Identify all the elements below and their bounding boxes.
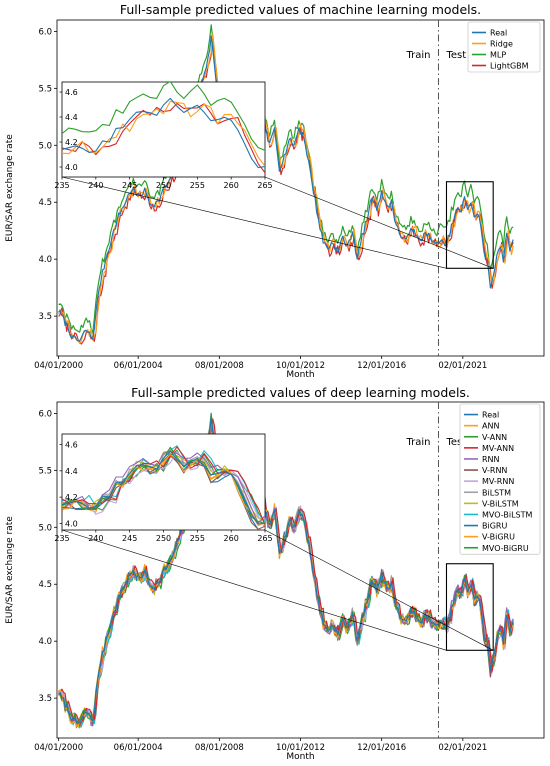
y-tick-label: 4.5 <box>38 580 52 590</box>
train-label: Train <box>405 50 430 61</box>
y-axis-label: EUR/SAR exchange rate <box>5 516 15 624</box>
legend-label: Ridge <box>490 40 513 49</box>
x-tick-label: 12/01/2016 <box>357 743 406 753</box>
inset-series-line-real <box>62 97 265 169</box>
inset-y-tick-label: 4.0 <box>65 163 78 172</box>
x-tick-label: 08/01/2008 <box>195 743 244 753</box>
legend-label: V-BiGRU <box>482 533 515 542</box>
inset-x-tick-label: 255 <box>190 181 205 190</box>
zoom-connector <box>61 529 447 651</box>
y-tick-label: 3.5 <box>38 694 52 704</box>
zoom-connector <box>264 176 494 269</box>
inset-x-tick-label: 235 <box>54 534 69 543</box>
x-tick-label: 06/01/2004 <box>114 361 163 371</box>
x-tick-label: 12/01/2016 <box>357 361 406 371</box>
series-line-real <box>58 35 514 342</box>
inset-x-tick-label: 250 <box>156 534 171 543</box>
x-tick-label: 02/01/2021 <box>438 361 487 371</box>
x-tick-label: 08/01/2008 <box>195 361 244 371</box>
inset-y-tick-label: 4.6 <box>65 88 78 97</box>
x-axis-label: Month <box>286 752 314 762</box>
test-label: Test <box>445 50 466 61</box>
inset-y-tick-label: 4.6 <box>65 441 78 450</box>
inset-series-line-mlp <box>62 82 265 152</box>
legend-label: LightGBM <box>490 62 529 71</box>
ml-models-chart: Full-sample predicted values of machine … <box>5 2 545 380</box>
train-label: Train <box>405 437 430 448</box>
inset-series-group <box>62 445 265 530</box>
x-tick-label: 02/01/2021 <box>438 743 487 753</box>
y-tick-label: 5.5 <box>38 84 52 94</box>
inset-y-tick-label: 4.4 <box>65 113 78 122</box>
x-tick-label: 04/01/2000 <box>34 361 83 371</box>
inset-x-tick-label: 260 <box>224 534 239 543</box>
legend-label: V-BiLSTM <box>482 499 519 508</box>
x-axis-label: Month <box>286 370 314 380</box>
series-line-mlp <box>58 24 514 334</box>
inset-x-tick-label: 240 <box>88 181 103 190</box>
y-axis-label: EUR/SAR exchange rate <box>5 134 15 242</box>
y-tick-label: 4.0 <box>38 255 52 265</box>
legend-label: MV-RNN <box>482 477 514 486</box>
legend-label: RNN <box>482 455 500 464</box>
inset-plot-area <box>61 81 266 178</box>
inset-series-line-ann <box>62 454 265 526</box>
y-tick-label: 5.0 <box>38 141 52 151</box>
inset-series-line-real <box>62 450 265 525</box>
x-tick-label: 10/01/2012 <box>276 361 325 371</box>
inset-x-tick-label: 265 <box>257 534 272 543</box>
y-tick-label: 5.0 <box>38 523 52 533</box>
inset-y-tick-label: 4.4 <box>65 467 78 476</box>
chart-title: Full-sample predicted values of deep lea… <box>131 385 470 400</box>
x-tick-label: 04/01/2000 <box>34 743 83 753</box>
legend-label: MLP <box>490 51 506 60</box>
legend-box <box>459 403 541 555</box>
inset-x-tick-label: 260 <box>224 181 239 190</box>
inset-x-tick-label: 245 <box>122 181 137 190</box>
dl-models-chart: Full-sample predicted values of deep lea… <box>5 385 545 762</box>
test-label: Test <box>445 437 466 448</box>
inset-series-line-lightgbm <box>62 102 265 174</box>
inset-series-group <box>62 82 265 174</box>
y-tick-label: 6.0 <box>38 409 52 419</box>
inset-series-line-mv-ann <box>62 446 265 526</box>
legend-label: V-ANN <box>482 433 507 442</box>
chart-title: Full-sample predicted values of machine … <box>120 2 481 17</box>
zoom-region-box <box>445 181 494 269</box>
legend-label: ANN <box>482 422 499 431</box>
legend-label: V-RNN <box>482 466 507 475</box>
legend-label: BiLSTM <box>482 488 511 497</box>
inset-y-tick-label: 4.2 <box>65 138 78 147</box>
inset-y-tick-label: 4.2 <box>65 493 78 502</box>
y-tick-label: 4.5 <box>38 198 52 208</box>
zoom-connector <box>61 176 447 269</box>
inset-x-tick-label: 235 <box>54 181 69 190</box>
x-tick-label: 10/01/2012 <box>276 743 325 753</box>
zoom-region-box <box>445 563 494 651</box>
legend-label: MVO-BiLSTM <box>482 510 532 519</box>
legend-label: MVO-BiGRU <box>482 544 529 553</box>
y-tick-label: 3.5 <box>38 312 52 322</box>
inset-x-tick-label: 250 <box>156 181 171 190</box>
y-tick-label: 4.0 <box>38 637 52 647</box>
legend-box <box>467 21 541 73</box>
legend-label: MV-ANN <box>482 444 514 453</box>
legend-label: Real <box>482 411 499 420</box>
legend-label: BiGRU <box>482 522 507 531</box>
inset-y-tick-label: 4.0 <box>65 519 78 528</box>
inset-x-tick-label: 255 <box>190 534 205 543</box>
y-tick-label: 5.5 <box>38 466 52 476</box>
series-group <box>58 24 514 345</box>
y-tick-label: 6.0 <box>38 27 52 37</box>
inset-x-tick-label: 240 <box>88 534 103 543</box>
zoom-connector <box>264 529 494 651</box>
inset-x-tick-label: 265 <box>257 181 272 190</box>
series-line-real <box>58 417 514 724</box>
legend-label: Real <box>490 29 507 38</box>
inset-x-tick-label: 245 <box>122 534 137 543</box>
x-tick-label: 06/01/2004 <box>114 743 163 753</box>
